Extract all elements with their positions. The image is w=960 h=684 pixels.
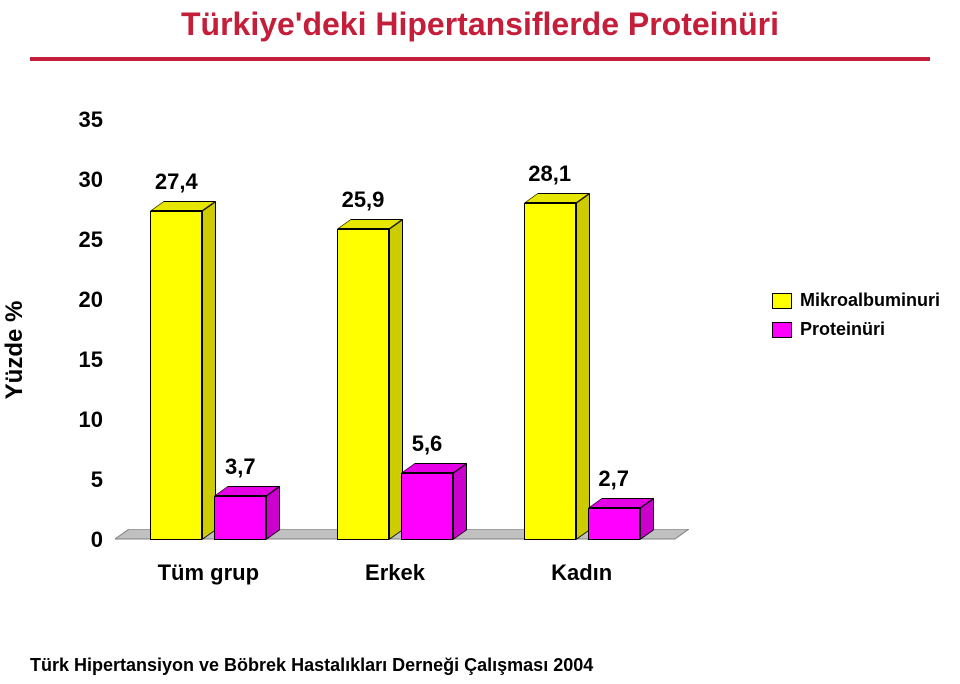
bar: 25,9 (337, 229, 389, 540)
legend-swatch (772, 322, 792, 338)
bar: 27,4 (150, 211, 202, 540)
y-tick-label: 35 (79, 107, 115, 133)
y-tick-label: 20 (79, 287, 115, 313)
y-axis-label: Yüzde % (1, 301, 29, 400)
legend-label: Mikroalbuminuri (800, 290, 940, 311)
y-tick-label: 0 (91, 527, 115, 553)
y-tick-label: 25 (79, 227, 115, 253)
title-underline (30, 57, 930, 61)
value-label: 2,7 (598, 466, 629, 508)
bar: 2,7 (588, 508, 640, 540)
y-tick-label: 10 (79, 407, 115, 433)
bar: 28,1 (524, 203, 576, 540)
bar: 3,7 (214, 496, 266, 540)
value-label: 27,4 (155, 169, 198, 211)
bar: 5,6 (401, 473, 453, 540)
y-tick-label: 5 (91, 467, 115, 493)
footer-citation: Türk Hipertansiyon ve Böbrek Hastalıklar… (30, 655, 593, 676)
legend-item: Proteinüri (772, 319, 940, 340)
value-label: 25,9 (342, 187, 385, 229)
value-label: 3,7 (225, 454, 256, 496)
chart-area: Yüzde % 05101520253035Tüm grup27,43,7Erk… (40, 110, 740, 590)
value-label: 5,6 (412, 431, 443, 473)
legend-item: Mikroalbuminuri (772, 290, 940, 311)
legend: Mikroalbuminuri Proteinüri (772, 290, 940, 348)
legend-swatch (772, 293, 792, 309)
category-label: Kadın (551, 540, 612, 586)
plot-region: 05101520253035Tüm grup27,43,7Erkek25,95,… (115, 120, 675, 540)
y-tick-label: 30 (79, 167, 115, 193)
category-label: Erkek (365, 540, 425, 586)
chart-title: Türkiye'deki Hipertansiflerde Proteinüri (0, 0, 960, 43)
legend-label: Proteinüri (800, 319, 885, 340)
category-label: Tüm grup (158, 540, 259, 586)
value-label: 28,1 (528, 161, 571, 203)
y-tick-label: 15 (79, 347, 115, 373)
